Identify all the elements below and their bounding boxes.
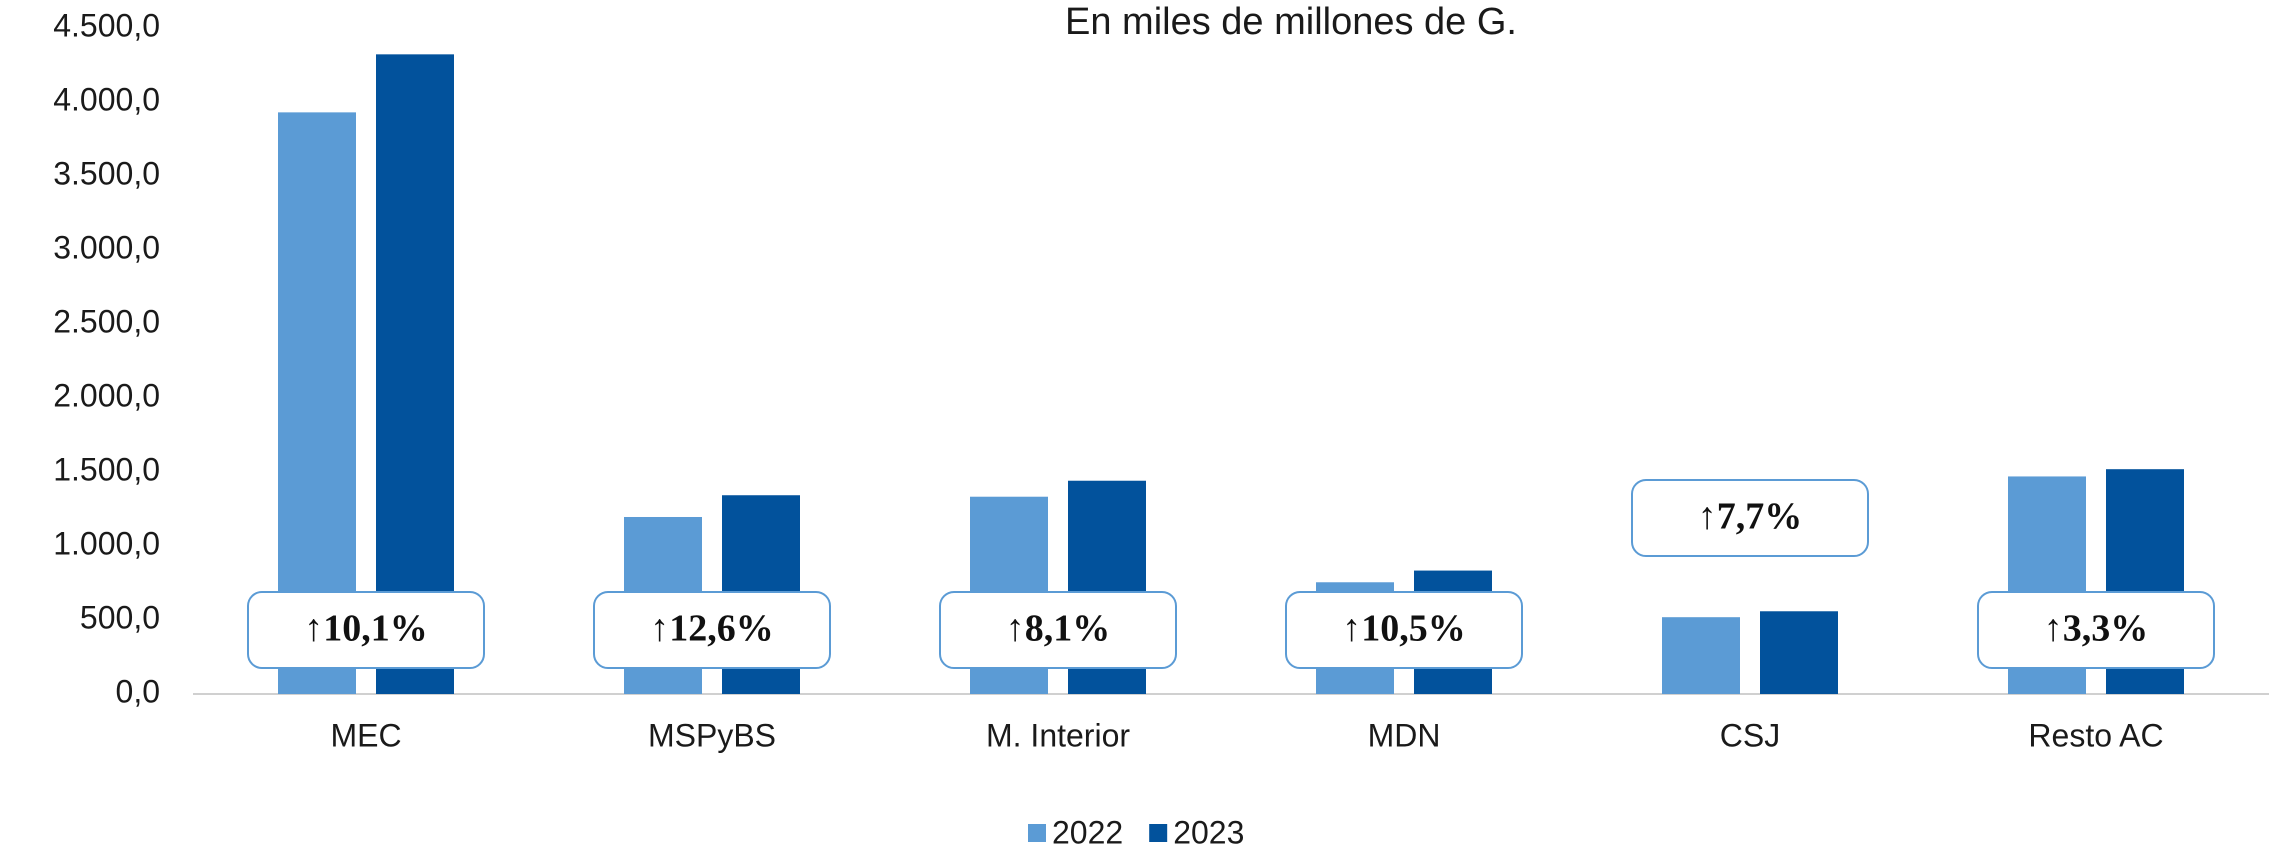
y-tick-label: 1.000,0: [53, 525, 160, 561]
y-tick-label: 500,0: [80, 599, 160, 635]
annotation-box: [1977, 591, 2215, 669]
annotation-box: [1631, 479, 1869, 557]
annotation: ↑7,7%: [1698, 496, 1803, 538]
annotation: ↑3,3%: [2044, 608, 2149, 650]
y-tick-label: 2.500,0: [53, 303, 160, 339]
bar: [1760, 611, 1838, 694]
y-tick-label: 3.000,0: [53, 229, 160, 265]
x-tick-label: Resto AC: [2028, 717, 2163, 753]
annotation-box: [939, 591, 1177, 669]
legend-label: 2023: [1173, 814, 1244, 850]
annotation: ↑10,1%: [304, 608, 428, 650]
legend-swatch: [1028, 824, 1046, 842]
bar: [1662, 617, 1740, 694]
annotation-box: [593, 591, 831, 669]
x-tick-label: CSJ: [1720, 717, 1780, 753]
y-tick-label: 0,0: [116, 673, 160, 709]
y-tick-label: 4.000,0: [53, 81, 160, 117]
x-tick-label: MDN: [1368, 717, 1441, 753]
y-tick-label: 2.000,0: [53, 377, 160, 413]
legend-label: 2022: [1052, 814, 1123, 850]
y-tick-label: 4.500,0: [53, 7, 160, 43]
legend-swatch: [1149, 824, 1168, 842]
x-tick-label: M. Interior: [986, 717, 1130, 753]
bar: [376, 54, 454, 695]
x-tick-label: MEC: [330, 717, 401, 753]
chart-subtitle: En miles de millones de G.: [1065, 1, 1517, 43]
y-tick-label: 3.500,0: [53, 155, 160, 191]
annotation: ↑12,6%: [650, 608, 774, 650]
annotation-box: [1285, 591, 1523, 669]
annotation: ↑10,5%: [1342, 608, 1466, 650]
x-tick-label: MSPyBS: [648, 717, 776, 753]
annotation-box: [247, 591, 485, 669]
y-tick-label: 1.500,0: [53, 451, 160, 487]
annotation: ↑8,1%: [1006, 608, 1111, 650]
